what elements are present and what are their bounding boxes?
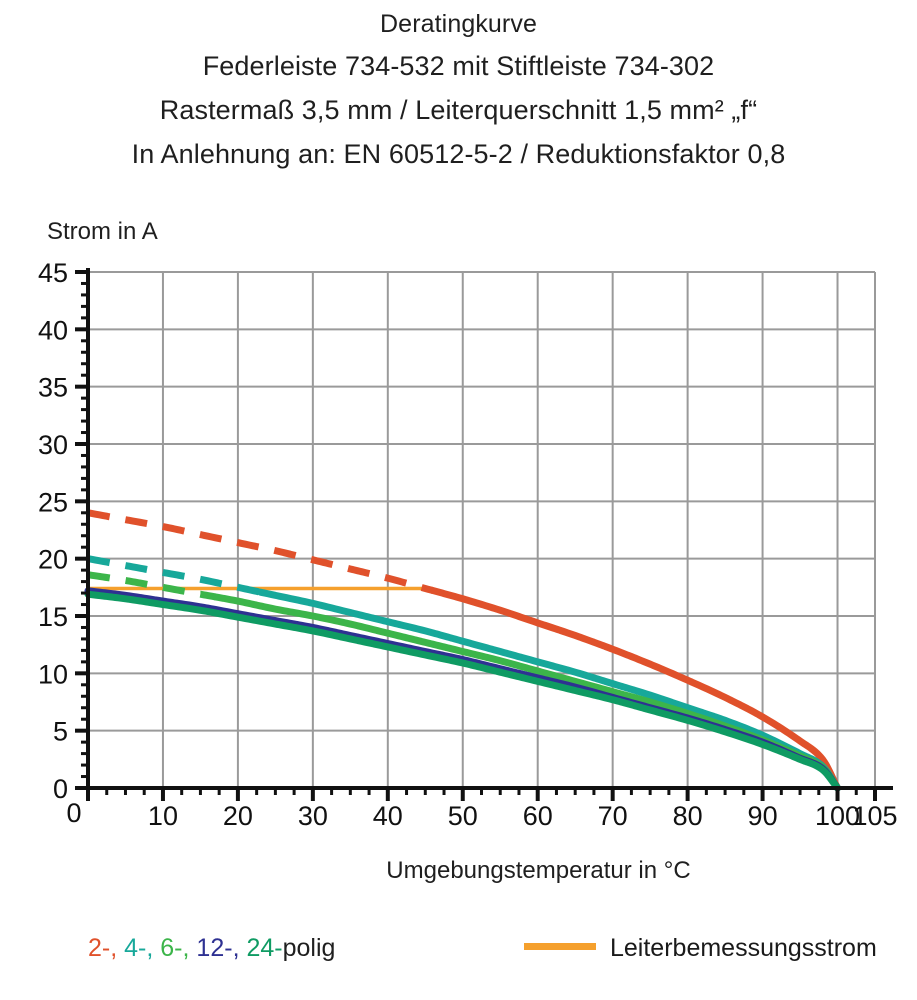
chart-title-block: Deratingkurve Federleiste 734-532 mit St… — [0, 4, 917, 176]
x-axis-tick-label: 40 — [373, 801, 403, 831]
legend-pole-6: 6- — [160, 934, 183, 962]
chart-title-line-1: Deratingkurve — [380, 10, 537, 38]
x-axis-tick-label: 70 — [598, 801, 628, 831]
series-dashed-segment — [87, 555, 262, 596]
series-4-polig — [87, 555, 842, 792]
x-axis-label-wrap: Umgebungstemperatur in °C — [0, 857, 917, 885]
legend-pole-2: 2- — [88, 934, 111, 962]
series-24-polig — [84, 590, 842, 792]
legend-poles-suffix: polig — [282, 934, 336, 962]
axis-tick-labels: 0 5 10 15 20 25 30 35 40 45 0 10 20 30 40 50 60 70 80 90 100… — [38, 258, 898, 831]
x-axis-tick-label: 50 — [448, 801, 478, 831]
x-axis-label: Umgebungstemperatur in °C — [386, 857, 691, 884]
x-axis-tick-label: 60 — [523, 801, 553, 831]
x-axis-tick-label: 0 — [66, 798, 81, 828]
y-axis-tick-label: 10 — [38, 659, 68, 689]
y-axis-tick-label: 20 — [38, 545, 68, 575]
x-axis-tick-label: 30 — [298, 801, 328, 831]
legend-poles: 2-, 4-, 6-, 12-, 24-polig — [88, 934, 335, 963]
legend-sep-2: , — [146, 934, 161, 962]
series-dashed-segment — [87, 509, 434, 594]
series-lines — [84, 509, 842, 792]
rated-current-swatch-icon — [524, 943, 596, 951]
chart-title-line-3: Rastermaß 3,5 mm / Leiterquerschnitt 1,5… — [159, 95, 758, 125]
legend-sep-3: , — [182, 934, 197, 962]
legend-pole-24: 24- — [246, 934, 283, 962]
x-axis-tick-label: 10 — [148, 801, 178, 831]
x-axis-tick-label: 90 — [748, 801, 778, 831]
axis-ticks — [75, 270, 877, 801]
legend-pole-4: 4- — [124, 934, 147, 962]
series-solid-segment — [429, 587, 842, 792]
chart-legend: 2-, 4-, 6-, 12-, 24-polig Leiterbemessun… — [0, 930, 917, 990]
series-dashed-segment — [87, 571, 217, 601]
y-axis-tick-label: 0 — [53, 774, 68, 804]
x-axis-tick-label: 100 — [815, 801, 860, 831]
legend-sep-1: , — [110, 934, 125, 962]
series-solid-segment — [256, 588, 842, 792]
y-axis-tick-label: 15 — [38, 602, 68, 632]
chart-title-line-4: In Anlehnung an: EN 60512-5-2 / Reduktio… — [131, 139, 786, 169]
x-axis-tick-label: 80 — [673, 801, 703, 831]
series-2-polig — [87, 509, 842, 792]
y-axis-tick-label: 5 — [53, 717, 68, 747]
chart-title-line-2: Federleiste 734-532 mit Stiftleiste 734-… — [202, 51, 715, 81]
x-axis-tick-label: 105 — [852, 801, 897, 831]
y-axis-tick-label: 40 — [38, 315, 68, 345]
legend-pole-12: 12- — [196, 934, 233, 962]
y-axis-label: Strom in A — [47, 218, 158, 245]
y-axis-tick-label: 25 — [38, 487, 68, 517]
y-axis-tick-label: 45 — [38, 258, 68, 288]
legend-rated-label: Leiterbemessungsstrom — [610, 934, 877, 962]
y-axis-tick-label: 35 — [38, 373, 68, 403]
series-solid-segment — [84, 590, 842, 792]
legend-rated-current: Leiterbemessungsstrom — [524, 934, 877, 963]
x-axis-tick-label: 20 — [223, 801, 253, 831]
y-axis-tick-label: 30 — [38, 430, 68, 460]
legend-sep-4: , — [232, 934, 247, 962]
axis-lines — [84, 268, 893, 790]
